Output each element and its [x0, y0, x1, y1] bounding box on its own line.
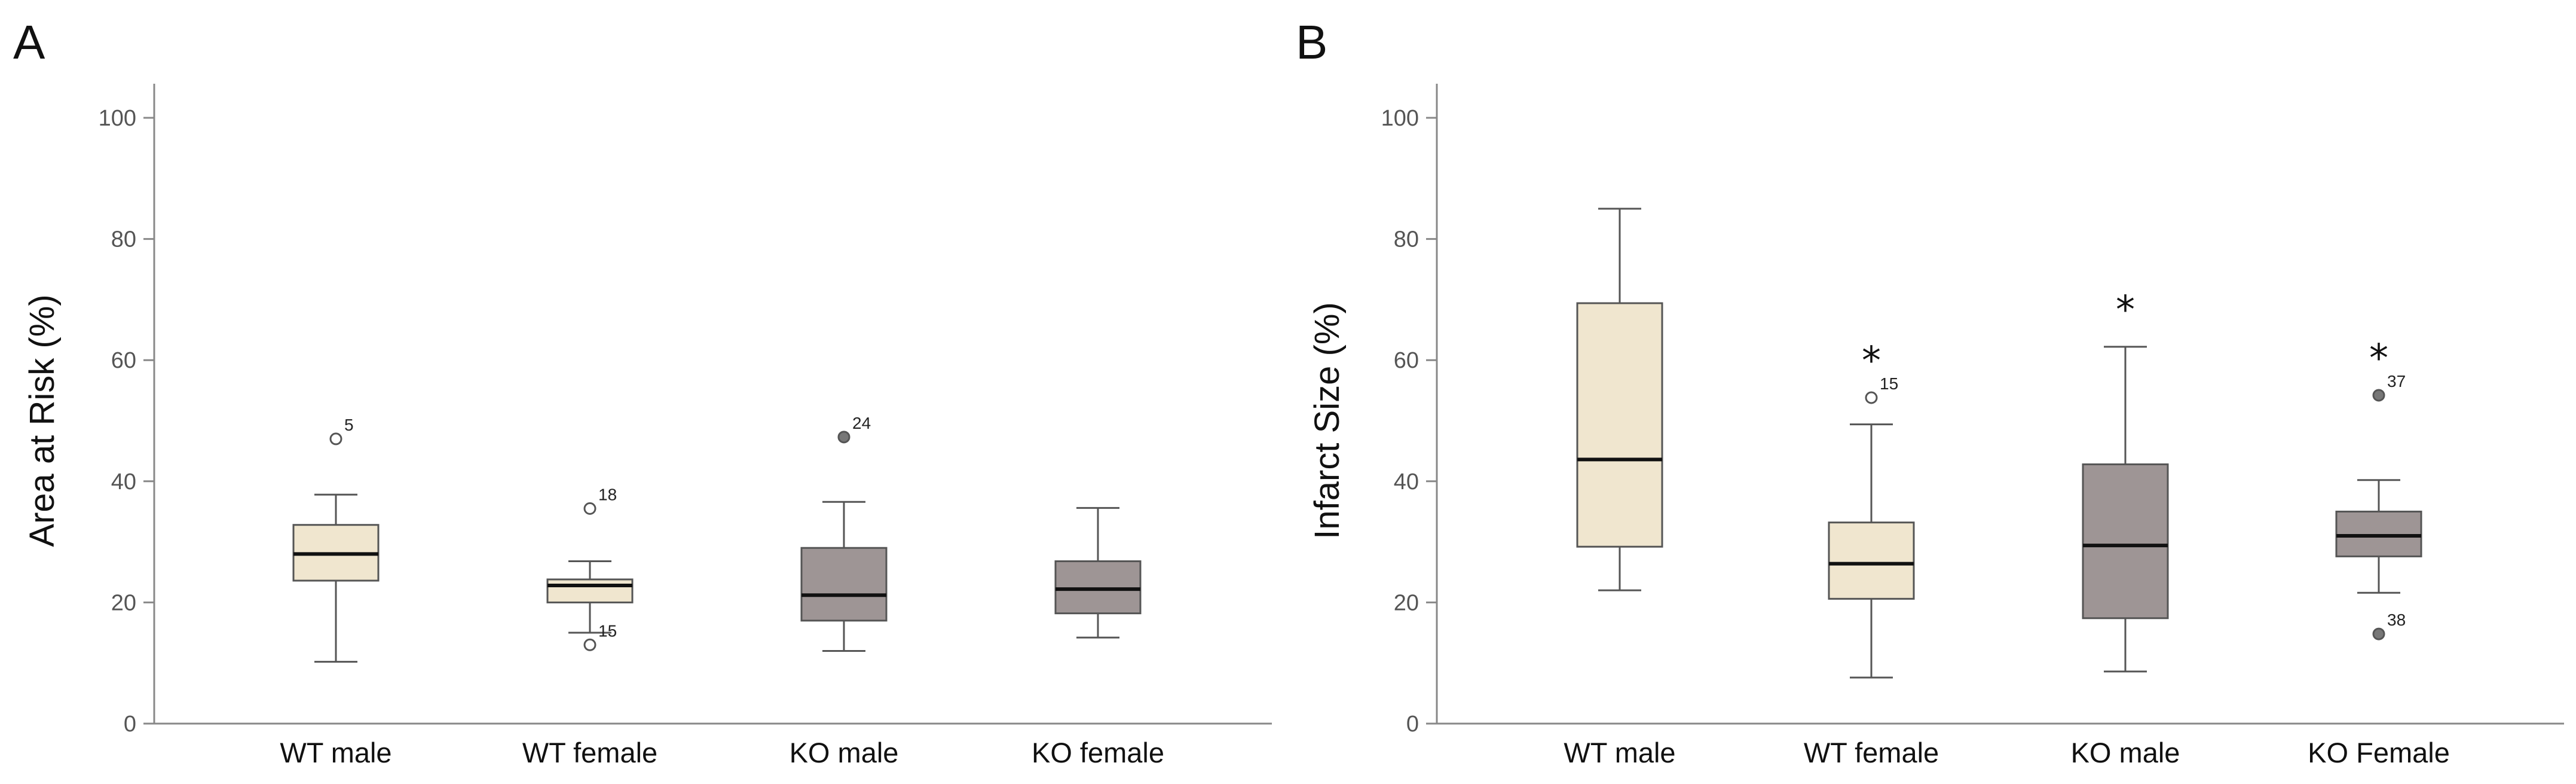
- significance-star: *: [1862, 339, 1881, 383]
- panel-letter-a: A: [13, 16, 45, 69]
- outlier-point: [583, 638, 596, 651]
- box-iqr: [546, 578, 634, 603]
- panel-a-boxplot: A Area at Risk (%) 0 20 40 60 80 100 5 WT male 1…: [13, 16, 1272, 768]
- y-tick-label: 60: [111, 348, 136, 373]
- box-iqr: [2335, 510, 2422, 557]
- outlier-label: 15: [598, 621, 617, 640]
- outlier-point: [329, 432, 342, 446]
- box-iqr: [2082, 463, 2169, 620]
- box-iqr: [800, 547, 888, 622]
- outlier-label: 37: [2387, 372, 2406, 391]
- y-axis-label-a: Area at Risk (%): [23, 294, 62, 547]
- outlier-label: 18: [598, 485, 617, 504]
- category-label: KO female: [1032, 737, 1164, 768]
- significance-star: *: [2116, 288, 2135, 332]
- y-tick-label: 40: [1394, 469, 1419, 495]
- y-tick-label: 20: [1394, 590, 1419, 615]
- outlier-point: [2372, 389, 2385, 402]
- panel-letter-b: B: [1296, 16, 1327, 69]
- y-tick-label: 0: [124, 712, 136, 737]
- box-iqr: [1054, 560, 1142, 615]
- y-axis-label-b: Infarct Size (%): [1308, 302, 1347, 539]
- y-tick-label: 40: [111, 469, 136, 495]
- box-group: 24: [800, 414, 888, 652]
- y-tick-label: 100: [99, 106, 136, 131]
- box-group: *: [2082, 288, 2169, 673]
- category-label: KO Female: [2308, 737, 2450, 768]
- outlier-point: [583, 502, 596, 515]
- outlier-label: 5: [344, 416, 354, 434]
- outlier-point: [837, 431, 850, 444]
- significance-star: *: [2369, 337, 2388, 381]
- outlier-label: 38: [2387, 611, 2406, 629]
- panel-b-boxplot: B Infarct Size (%) 0 20 40 60 80 100 WT male 15…: [1296, 16, 2564, 768]
- box-iqr: [1576, 302, 1663, 548]
- category-label: WT male: [1564, 737, 1675, 768]
- category-label: KO male: [790, 737, 899, 768]
- y-tick-label: 20: [111, 590, 136, 615]
- y-tick-label: 80: [111, 227, 136, 252]
- box-group: [1054, 507, 1142, 639]
- y-tick-label: 0: [1406, 712, 1419, 737]
- y-tick-label: 100: [1381, 106, 1419, 131]
- outlier-point: [2372, 627, 2385, 640]
- outlier-label: 24: [852, 414, 871, 432]
- box-iqr: [1828, 521, 1915, 600]
- box-group: 15*: [1828, 339, 1915, 679]
- box-group: [1576, 208, 1663, 591]
- box-group: 37 38 *: [2335, 337, 2422, 640]
- y-tick-label: 60: [1394, 348, 1419, 373]
- category-label: WT female: [522, 737, 657, 768]
- category-label: KO male: [2071, 737, 2180, 768]
- category-label: WT male: [280, 737, 391, 768]
- outlier-point: [1865, 391, 1878, 404]
- category-label: WT female: [1804, 737, 1939, 768]
- box-group: 5: [292, 416, 380, 663]
- y-tick-label: 80: [1394, 227, 1419, 252]
- outlier-label: 15: [1880, 374, 1898, 393]
